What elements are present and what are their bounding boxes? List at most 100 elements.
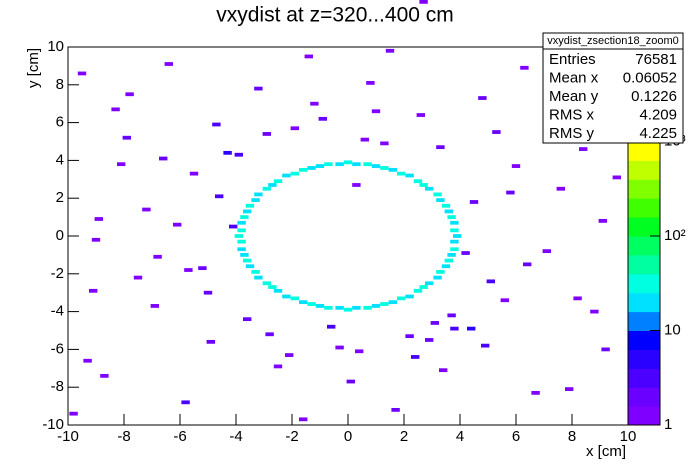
- cell: [444, 258, 453, 263]
- cell: [413, 288, 423, 293]
- cell: [444, 209, 453, 214]
- cell: [500, 298, 509, 303]
- cell: [240, 253, 249, 257]
- cell: [299, 300, 308, 305]
- cell: [198, 266, 207, 271]
- cell: [94, 217, 103, 221]
- y-tick-label: -4: [51, 303, 64, 320]
- cell: [425, 338, 434, 342]
- cell: [346, 379, 355, 384]
- cell: [366, 81, 375, 85]
- cell: [184, 268, 193, 272]
- cell: [324, 305, 333, 310]
- cell: [125, 92, 134, 97]
- cell: [461, 251, 470, 255]
- cell: [77, 71, 87, 76]
- stats-label: RMS y: [549, 125, 595, 142]
- cell: [436, 198, 445, 202]
- cell: [262, 132, 271, 136]
- y-tick-label: 4: [56, 151, 64, 168]
- cell: [133, 275, 143, 280]
- cell: [100, 373, 109, 378]
- x-tick-label: 6: [512, 428, 520, 445]
- cell: [405, 173, 414, 178]
- cell: [397, 296, 406, 301]
- x-tick-label: 4: [456, 428, 464, 445]
- cell: [419, 285, 428, 289]
- cell: [450, 239, 459, 244]
- cell: [380, 141, 389, 146]
- palette-swatch: [628, 311, 660, 331]
- cell: [478, 96, 487, 100]
- cell: [268, 285, 277, 289]
- x-tick-label: 2: [400, 428, 408, 445]
- cell: [290, 171, 299, 176]
- cell: [237, 247, 246, 252]
- cell: [315, 304, 325, 308]
- cell: [299, 417, 308, 422]
- cell: [371, 164, 381, 168]
- y-axis-label: y [cm]: [25, 48, 42, 88]
- palette-swatch: [628, 179, 660, 199]
- cell: [439, 368, 448, 373]
- stats-value: 4.225: [639, 125, 677, 142]
- cell: [181, 400, 190, 405]
- cell: [262, 281, 271, 286]
- y-tick-label: -10: [42, 416, 64, 433]
- cell: [173, 222, 182, 227]
- cell: [189, 171, 199, 176]
- cell: [150, 304, 159, 308]
- cell: [262, 186, 271, 191]
- palette-swatch: [628, 141, 660, 161]
- cell: [531, 390, 540, 395]
- cell: [419, 183, 428, 187]
- cell: [542, 249, 551, 254]
- y-tick-label: 0: [56, 227, 64, 244]
- cell: [89, 288, 98, 293]
- cell: [523, 262, 532, 267]
- cell: [265, 332, 274, 337]
- x-tick-label: -6: [173, 428, 186, 445]
- cell: [467, 326, 476, 331]
- cell: [441, 203, 451, 208]
- cell: [450, 247, 459, 252]
- palette-swatch: [628, 387, 660, 407]
- palette-swatch: [628, 406, 660, 426]
- cell: [481, 343, 490, 348]
- cell: [492, 130, 501, 134]
- cell: [245, 264, 255, 269]
- cell: [430, 321, 439, 325]
- y-tick-label: 8: [56, 76, 64, 93]
- cell: [290, 126, 299, 131]
- stats-label: Entries: [549, 51, 596, 68]
- x-tick-label: -2: [285, 428, 298, 445]
- cell: [573, 296, 582, 301]
- cell: [69, 411, 78, 416]
- cell: [450, 220, 459, 225]
- cell: [447, 253, 456, 257]
- cell: [371, 304, 381, 308]
- cell: [159, 156, 168, 161]
- y-tick-label: -8: [51, 378, 64, 395]
- cell: [335, 305, 344, 310]
- cell: [324, 162, 333, 167]
- stats-title: vxydist_zsection18_zoom0: [547, 35, 678, 47]
- cell: [433, 192, 442, 197]
- cell: [416, 113, 425, 117]
- x-tick-label: -10: [57, 428, 79, 445]
- cell: [371, 109, 381, 114]
- z-tick-label: 1: [664, 416, 672, 433]
- cell: [469, 200, 479, 204]
- cell: [352, 183, 361, 187]
- y-tick-label: -6: [51, 340, 64, 357]
- cell: [447, 313, 456, 318]
- cell: [363, 162, 372, 167]
- cell: [318, 116, 327, 121]
- palette-swatch: [628, 330, 660, 350]
- cell: [511, 164, 521, 168]
- z-tick-label: 10²: [664, 227, 686, 244]
- y-tick-label: -2: [51, 265, 64, 282]
- cell: [307, 166, 316, 170]
- x-tick-label: -4: [229, 428, 242, 445]
